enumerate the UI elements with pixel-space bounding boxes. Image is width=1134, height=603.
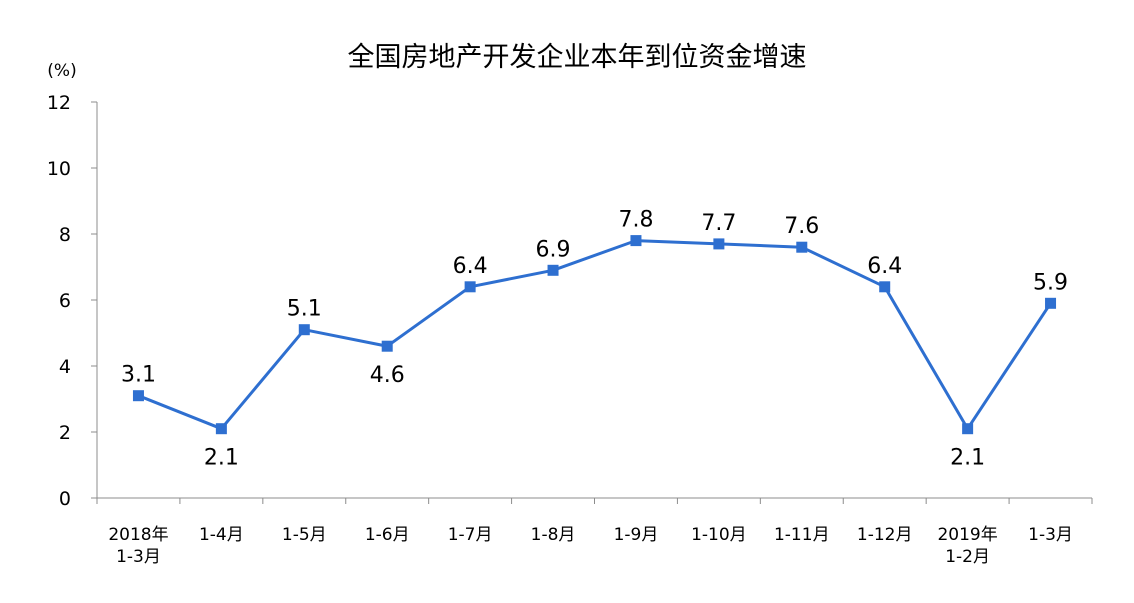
- data-label: 3.1: [121, 363, 156, 388]
- data-point: [215, 423, 227, 435]
- y-tick-label: 6: [59, 290, 71, 312]
- x-tick-label: 1-6月: [365, 525, 410, 545]
- data-label: 2.1: [204, 446, 239, 471]
- x-tick-label: 2019年: [937, 525, 997, 545]
- y-unit-label: (%): [47, 61, 76, 81]
- data-label: 4.6: [370, 363, 405, 388]
- y-tick-label: 4: [59, 356, 71, 378]
- x-tick-label: 1-12月: [857, 525, 913, 545]
- x-tick-label: 1-11月: [774, 525, 830, 545]
- x-tick-label: 1-5月: [282, 525, 327, 545]
- data-label: 7.7: [701, 211, 736, 236]
- x-tick-label: 1-9月: [614, 525, 659, 545]
- chart-title: 全国房地产开发企业本年到位资金增速: [348, 42, 807, 73]
- y-tick-label: 8: [59, 224, 71, 246]
- data-label: 2.1: [950, 446, 985, 471]
- data-point: [464, 281, 476, 293]
- data-point: [1045, 297, 1057, 309]
- y-tick-label: 0: [59, 488, 71, 510]
- y-tick-label: 12: [47, 92, 71, 114]
- series-line: [137, 239, 1052, 431]
- data-point: [381, 340, 393, 352]
- data-point: [713, 238, 725, 250]
- x-tick-label: 1-10月: [691, 525, 747, 545]
- data-point: [547, 264, 559, 276]
- y-tick-label: 10: [47, 158, 71, 180]
- data-label: 6.9: [536, 237, 571, 262]
- x-tick-label: 1-3月: [1028, 525, 1073, 545]
- y-ticks: 0 2 4 6 8 10 12: [47, 92, 97, 510]
- data-point: [298, 324, 310, 336]
- x-tick-label: 1-8月: [531, 525, 576, 545]
- data-point: [879, 281, 891, 293]
- y-tick-label: 2: [59, 422, 71, 444]
- data-point: [796, 241, 808, 253]
- data-label: 5.1: [287, 297, 322, 322]
- series: 3.1 2.1 5.1 4.6 6.4 6.9 7.8 7.7 7.6 6.4 2.1 5.9: [121, 208, 1068, 471]
- data-point: [962, 423, 974, 435]
- x-tick-label: 1-7月: [448, 525, 493, 545]
- data-label: 5.9: [1033, 270, 1068, 295]
- axes: [96, 102, 1092, 499]
- x-tick-label: 1-2月: [945, 547, 990, 567]
- data-label: 7.8: [618, 208, 653, 233]
- x-tick-label: 2018年: [108, 525, 168, 545]
- data-label: 6.4: [453, 254, 488, 279]
- data-label: 7.6: [784, 214, 819, 239]
- x-tick-label: 1-4月: [199, 525, 244, 545]
- data-label: 6.4: [867, 254, 902, 279]
- x-tick-label: 1-3月: [116, 547, 161, 567]
- data-point: [132, 390, 144, 402]
- data-point: [630, 235, 642, 247]
